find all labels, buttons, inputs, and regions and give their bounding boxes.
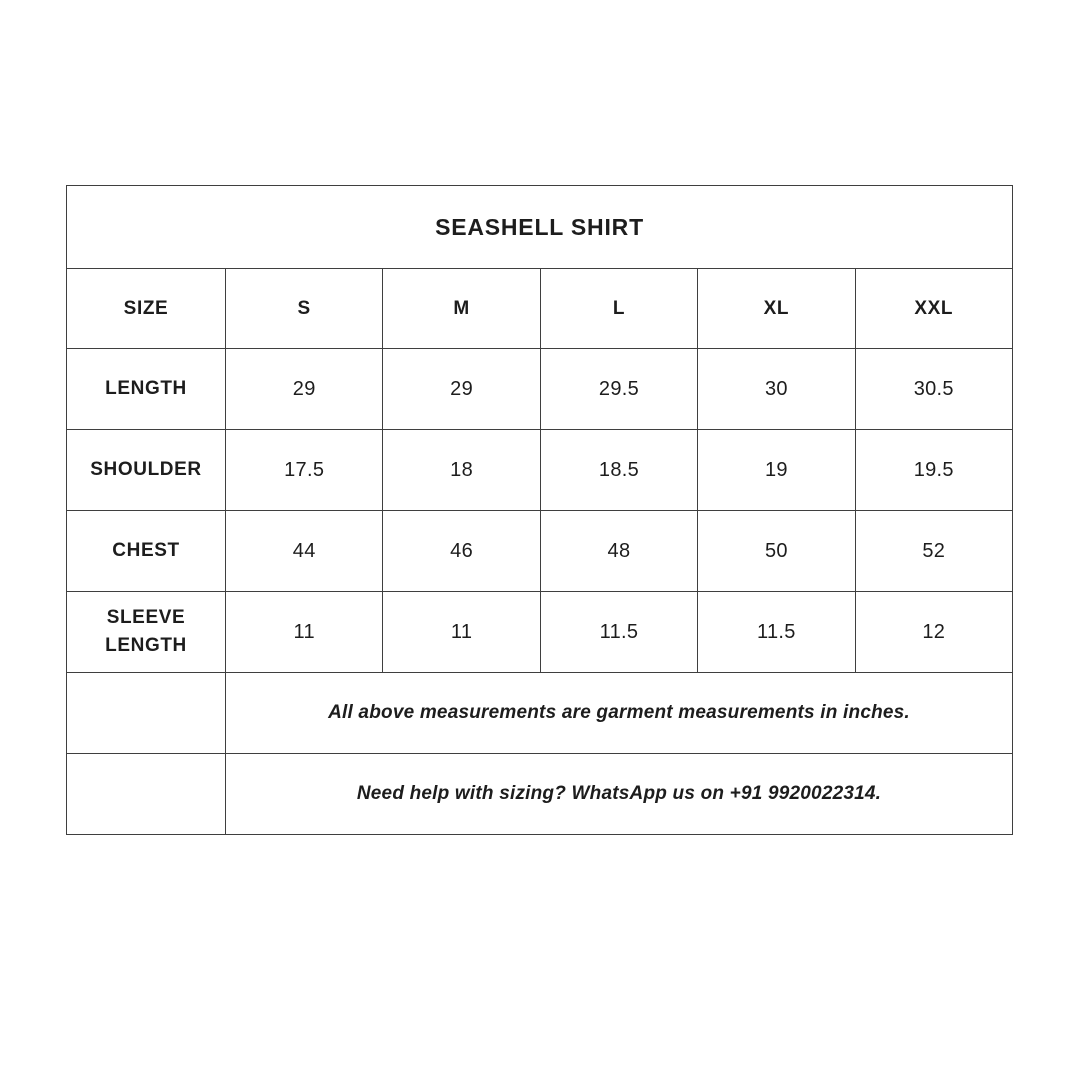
note-row-measurements: All above measurements are garment measu… [66, 672, 1013, 754]
table-row-sleeve-length: SLEEVE LENGTH 11 11 11.5 11.5 12 [66, 591, 1014, 673]
measurement-cell: 46 [382, 510, 541, 592]
empty-cell [66, 753, 226, 835]
measurement-cell: 11 [224, 591, 384, 673]
measurement-cell: 11.5 [539, 591, 699, 673]
measurement-cell: 29.5 [539, 348, 699, 430]
measurement-cell: 29 [382, 348, 541, 430]
measurement-cell: 19 [697, 429, 856, 511]
row-label-chest: CHEST [66, 510, 226, 592]
row-label-length: LENGTH [66, 348, 226, 430]
measurement-cell: 52 [854, 510, 1014, 592]
row-label-shoulder: SHOULDER [66, 429, 226, 511]
measurement-cell: 44 [224, 510, 384, 592]
row-label-sleeve-length: SLEEVE LENGTH [66, 591, 226, 673]
measurement-cell: 11 [382, 591, 541, 673]
header-cell-xl: XL [697, 268, 856, 349]
measurement-cell: 17.5 [224, 429, 384, 511]
note-whatsapp: Need help with sizing? WhatsApp us on +9… [225, 753, 1013, 835]
title-row: SEASHELL SHIRT [66, 185, 1013, 269]
measurement-cell: 18 [382, 429, 541, 511]
empty-cell [66, 672, 226, 754]
header-cell-size: SIZE [66, 268, 226, 349]
measurement-cell: 12 [854, 591, 1014, 673]
table-row-length: LENGTH 29 29 29.5 30 30.5 [66, 348, 1014, 430]
measurement-cell: 18.5 [539, 429, 699, 511]
header-cell-s: S [224, 268, 384, 349]
size-chart-table: SEASHELL SHIRT SIZE S M L XL XXL LENGTH … [66, 185, 1014, 835]
header-cell-l: L [539, 268, 699, 349]
chart-title: SEASHELL SHIRT [66, 185, 1013, 269]
header-row: SIZE S M L XL XXL [66, 268, 1014, 349]
measurement-cell: 19.5 [854, 429, 1014, 511]
table-row-shoulder: SHOULDER 17.5 18 18.5 19 19.5 [66, 429, 1014, 511]
measurement-cell: 11.5 [697, 591, 856, 673]
note-measurements: All above measurements are garment measu… [225, 672, 1013, 754]
measurement-cell: 29 [224, 348, 384, 430]
note-row-whatsapp: Need help with sizing? WhatsApp us on +9… [66, 753, 1013, 835]
measurement-cell: 30.5 [854, 348, 1014, 430]
measurement-cell: 30 [697, 348, 856, 430]
table-row-chest: CHEST 44 46 48 50 52 [66, 510, 1014, 592]
header-cell-xxl: XXL [854, 268, 1014, 349]
measurement-cell: 50 [697, 510, 856, 592]
header-cell-m: M [382, 268, 541, 349]
measurement-cell: 48 [539, 510, 699, 592]
